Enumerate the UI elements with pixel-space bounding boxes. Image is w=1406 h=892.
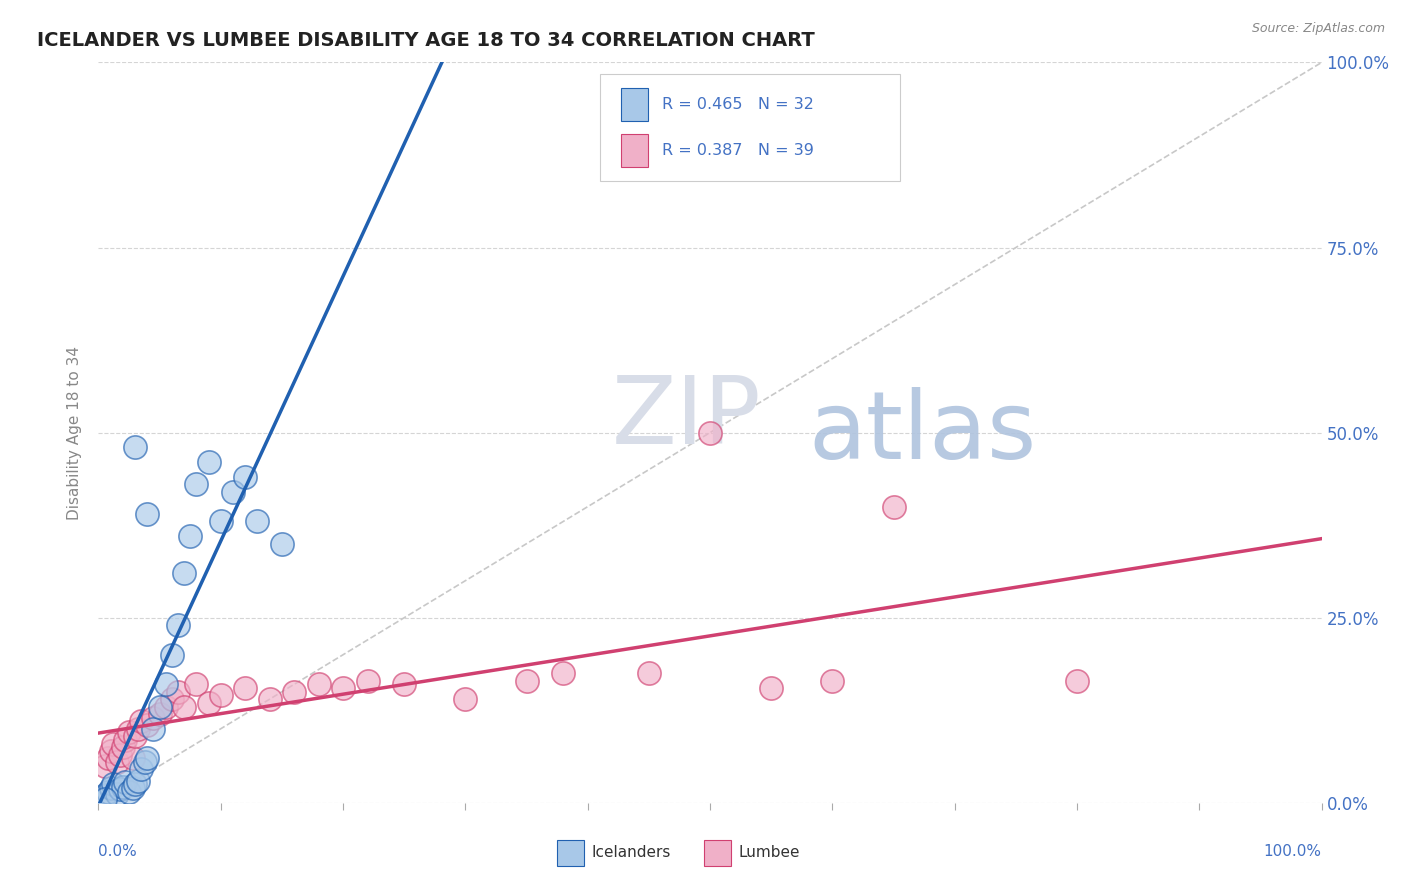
Point <box>160 692 183 706</box>
Point <box>173 699 195 714</box>
Point <box>883 500 905 514</box>
Point <box>93 758 115 772</box>
Text: atlas: atlas <box>808 386 1036 479</box>
Text: ZIP: ZIP <box>612 372 762 464</box>
Point <box>114 775 136 789</box>
Point <box>259 692 281 706</box>
Text: ICELANDER VS LUMBEE DISABILITY AGE 18 TO 34 CORRELATION CHART: ICELANDER VS LUMBEE DISABILITY AGE 18 TO… <box>38 30 815 50</box>
Point <box>821 673 844 688</box>
Point <box>1066 673 1088 688</box>
Point <box>454 692 477 706</box>
Point <box>111 780 134 794</box>
Point <box>270 536 294 550</box>
Text: 0.0%: 0.0% <box>98 844 138 858</box>
Point <box>186 477 208 491</box>
Point <box>110 782 132 797</box>
Point <box>100 744 122 758</box>
Bar <box>620 88 648 121</box>
Point <box>209 689 232 703</box>
FancyBboxPatch shape <box>600 73 900 181</box>
Point <box>173 566 195 581</box>
Point <box>356 673 378 688</box>
Point <box>142 711 165 725</box>
Point <box>121 751 143 765</box>
Point <box>553 666 575 681</box>
Point <box>637 666 661 681</box>
Point <box>136 507 159 521</box>
Point <box>97 785 120 799</box>
Point <box>124 777 146 791</box>
Point <box>111 740 134 755</box>
Point <box>233 681 256 695</box>
Point <box>114 732 136 747</box>
Point <box>149 706 172 721</box>
Point <box>127 773 149 788</box>
Bar <box>620 134 648 167</box>
Point <box>155 699 177 714</box>
Point <box>197 455 219 469</box>
Point <box>121 780 143 795</box>
Point <box>308 677 330 691</box>
Point <box>179 529 201 543</box>
Point <box>222 484 245 499</box>
Point <box>136 718 159 732</box>
Point <box>97 751 120 765</box>
Text: Lumbee: Lumbee <box>738 846 800 860</box>
Point <box>155 677 177 691</box>
Point <box>129 714 152 729</box>
Point <box>118 785 141 799</box>
Y-axis label: Disability Age 18 to 34: Disability Age 18 to 34 <box>67 345 83 520</box>
Point <box>246 515 269 529</box>
Point <box>93 789 115 803</box>
Text: R = 0.387   N = 39: R = 0.387 N = 39 <box>662 143 814 158</box>
Point <box>105 755 128 769</box>
Point <box>167 685 190 699</box>
Point <box>209 515 232 529</box>
Bar <box>557 840 583 866</box>
Point <box>134 755 156 769</box>
Text: Icelanders: Icelanders <box>592 846 671 860</box>
Point <box>149 699 172 714</box>
Point <box>761 681 783 695</box>
Text: R = 0.465   N = 32: R = 0.465 N = 32 <box>662 97 814 112</box>
Point <box>101 777 124 791</box>
Point <box>105 787 128 801</box>
Text: 100.0%: 100.0% <box>1264 844 1322 858</box>
Point <box>515 673 537 688</box>
Point <box>100 780 122 795</box>
Point <box>142 722 165 736</box>
Point <box>283 685 305 699</box>
Point <box>93 792 115 806</box>
Point <box>124 729 146 743</box>
Point <box>110 747 132 762</box>
Point <box>233 470 256 484</box>
Point <box>197 696 219 710</box>
Point <box>167 618 190 632</box>
Point <box>392 677 416 691</box>
Point <box>186 677 208 691</box>
Point <box>332 681 354 695</box>
Point <box>129 763 152 777</box>
Point <box>136 751 159 765</box>
Bar <box>704 840 731 866</box>
Point <box>699 425 721 440</box>
Point <box>101 737 124 751</box>
Text: Source: ZipAtlas.com: Source: ZipAtlas.com <box>1251 22 1385 36</box>
Point <box>160 648 183 662</box>
Point <box>127 722 149 736</box>
Point <box>124 441 146 455</box>
Point <box>118 725 141 739</box>
